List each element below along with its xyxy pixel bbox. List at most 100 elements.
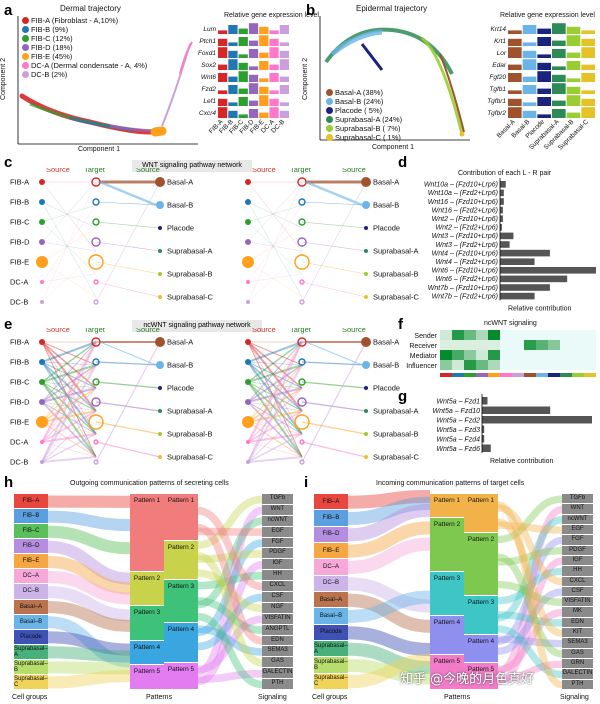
- cell-group: FIB–C: [14, 524, 48, 539]
- cell-group: Suprabasal–A: [314, 641, 348, 657]
- network-edge: [247, 204, 303, 283]
- pattern-block: Pattern 4: [464, 635, 498, 662]
- source-label: FIB-A: [10, 178, 29, 187]
- dermal-trajectory-plot: [17, 16, 198, 145]
- hdr-target: Target: [84, 328, 106, 334]
- expression-bar: [269, 73, 279, 82]
- expression-bar: [279, 110, 289, 118]
- signal-label: HH: [262, 570, 293, 581]
- expression-bar: [269, 98, 279, 106]
- group-color-bar: [452, 373, 464, 377]
- network-edge: [247, 341, 303, 412]
- alluvial-flow: [47, 585, 131, 622]
- network-edge: [41, 401, 97, 435]
- alluvial-flow: [347, 503, 431, 542]
- group-color-bar: [512, 373, 524, 377]
- receiver-label: Suprabasal-A: [167, 247, 212, 256]
- receiver-node: [362, 201, 370, 209]
- network-edge: [305, 180, 363, 207]
- heatmap-cell: [452, 360, 464, 370]
- lr-pair-label: Wnt2 – (Fzd2+Lrp6): [436, 225, 498, 232]
- network-edge: [247, 410, 303, 423]
- heatmap-cell: [572, 360, 584, 370]
- alluvial-flow: [47, 510, 131, 532]
- expression-bar: [537, 71, 551, 82]
- network-edge: [41, 341, 97, 389]
- contribution-bar: [500, 258, 535, 265]
- expression-bar: [581, 73, 595, 82]
- receiver-node: [364, 409, 368, 413]
- wnt-network: Source Target Source Basal-A Basal-B Placode S…: [10, 168, 419, 307]
- cell-group: Basal–B: [14, 614, 48, 629]
- alluvial-flow: [47, 670, 131, 689]
- network-edge: [247, 441, 303, 458]
- expression-bar: [522, 85, 537, 94]
- alluvial-flow: [197, 552, 263, 667]
- source-label: FIB-D: [10, 398, 30, 407]
- lr-pair-label: Wnt6 – (Fzd10+Lrp6): [432, 268, 498, 275]
- network-edge: [247, 250, 303, 303]
- contribution-bar: [482, 416, 592, 424]
- expression-bar: [218, 90, 228, 94]
- receiver-node: [364, 272, 368, 276]
- pattern-block: Pattern 2: [430, 517, 464, 572]
- alluvial-flow: [497, 609, 563, 674]
- network-edge: [301, 421, 367, 435]
- alluvial-flow: [197, 569, 263, 613]
- heatmap-cell: [560, 350, 572, 360]
- panel-label-h: h: [4, 474, 14, 491]
- source-node: [245, 339, 251, 345]
- cell-group: Suprabasal–B: [314, 657, 348, 673]
- receiver-node: [158, 409, 162, 413]
- network-edge: [247, 361, 303, 389]
- network-edge: [99, 341, 157, 366]
- contribution-bar: [500, 292, 535, 300]
- lr-pair-label: Wnt10a – (Fzd2+Lrp6): [428, 190, 498, 197]
- heatmap-cell: [536, 350, 548, 360]
- alluvial-flow: [47, 570, 131, 605]
- legend-item: Basal-A (38%): [326, 88, 402, 97]
- lr-pair-label: Wnt5a – Fzd10: [433, 408, 481, 415]
- alluvial-flow: [497, 625, 563, 679]
- hdr-source: Source: [342, 328, 366, 334]
- group-color-bar: [524, 373, 536, 377]
- contribution-bar: [482, 425, 485, 433]
- receiver-label: Basal-A: [167, 178, 193, 187]
- receiver-node: [155, 337, 165, 347]
- expression-bar: [228, 50, 238, 58]
- expression-bar: [581, 38, 595, 46]
- alluvial-flow: [347, 626, 431, 657]
- panel-e-title: ncWNT signaling pathway network: [132, 320, 262, 332]
- expression-bar: [537, 28, 551, 34]
- receiver-label: Suprabasal-B: [167, 430, 212, 439]
- heatmap-cell: [548, 360, 560, 370]
- network-edge: [247, 261, 303, 298]
- source-node: [39, 399, 45, 405]
- network-edge: [247, 401, 303, 412]
- expression-bar: [269, 47, 279, 58]
- source-label: FIB-E: [10, 258, 29, 267]
- expression-bar: [279, 25, 289, 34]
- legend-item: FIB-D (18%): [22, 43, 147, 52]
- expression-bar: [248, 100, 259, 106]
- panel-i-signaling-label: Signaling: [560, 694, 589, 701]
- network-edge: [247, 381, 303, 435]
- expression-bar: [259, 86, 269, 94]
- cell-group: Basal–A: [314, 592, 348, 608]
- heatmap-cell: [440, 350, 452, 360]
- target-node: [298, 198, 306, 206]
- pattern-block: Pattern 3: [430, 572, 464, 615]
- heatmap-cell: [584, 330, 596, 340]
- lr-contribution-chart: Wnt10a – (Fzd10+Lrp6)Wnt10a – (Fzd2+Lrp6…: [424, 178, 596, 312]
- expression-bar: [552, 109, 566, 118]
- expression-bar: [218, 73, 228, 82]
- network-edge: [247, 401, 303, 435]
- gene-label: Tgfbr2: [487, 110, 506, 117]
- cell-group: Suprabasal–C: [14, 674, 48, 689]
- group-color-bar: [440, 373, 452, 377]
- alluvial-flow: [497, 557, 563, 686]
- network-edge: [41, 361, 97, 366]
- target-node: [299, 459, 305, 465]
- receiver-node: [364, 386, 368, 390]
- signal-label: FGF: [262, 537, 293, 548]
